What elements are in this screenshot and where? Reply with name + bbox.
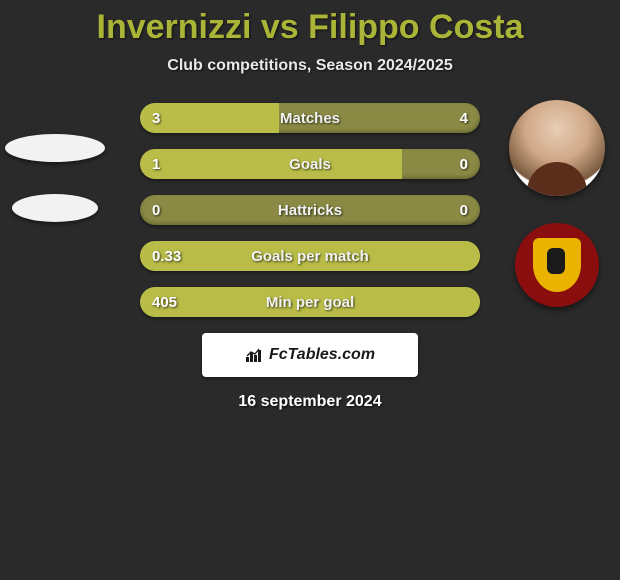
comparison-stage: Matches34Goals10Hattricks00Goals per mat… <box>0 103 620 317</box>
stat-value-right: 0 <box>460 149 468 179</box>
stat-row: Goals1 0 <box>140 149 480 179</box>
stat-label: Goals per match <box>140 241 480 271</box>
avatar-placeholder-icon <box>5 134 105 162</box>
player-photo-icon <box>509 100 605 196</box>
right-player-column <box>502 103 612 307</box>
stat-value-right: 4 <box>460 103 468 133</box>
right-player-avatar <box>507 103 607 193</box>
watermark: FcTables.com <box>202 333 418 377</box>
stat-value-left: 3 <box>152 103 160 133</box>
page-title: Invernizzi vs Filippo Costa <box>0 0 620 47</box>
stat-value-left: 0 <box>152 195 160 225</box>
stat-row: Hattricks0 0 <box>140 195 480 225</box>
left-player-column <box>0 103 110 253</box>
stat-label: Matches <box>140 103 480 133</box>
club-shield-icon <box>533 238 581 292</box>
stat-value-left: 1 <box>152 149 160 179</box>
left-club-badge <box>5 163 105 253</box>
right-club-badge <box>515 223 599 307</box>
stat-value-right: 0 <box>460 195 468 225</box>
chart-icon <box>245 347 263 363</box>
stat-value-left: 0.33 <box>152 241 181 271</box>
stat-value-left: 405 <box>152 287 177 317</box>
date: 16 september 2024 <box>0 393 620 411</box>
stat-row: Matches3 4 <box>140 103 480 133</box>
stat-label: Goals <box>140 149 480 179</box>
badge-placeholder-icon <box>12 194 98 222</box>
stat-row: Goals per match0.33 <box>140 241 480 271</box>
stat-row: Min per goal405 <box>140 287 480 317</box>
stat-label: Hattricks <box>140 195 480 225</box>
watermark-text: FcTables.com <box>269 346 375 364</box>
subtitle: Club competitions, Season 2024/2025 <box>0 57 620 75</box>
stat-label: Min per goal <box>140 287 480 317</box>
stat-bars: Matches34Goals10Hattricks00Goals per mat… <box>140 103 480 317</box>
